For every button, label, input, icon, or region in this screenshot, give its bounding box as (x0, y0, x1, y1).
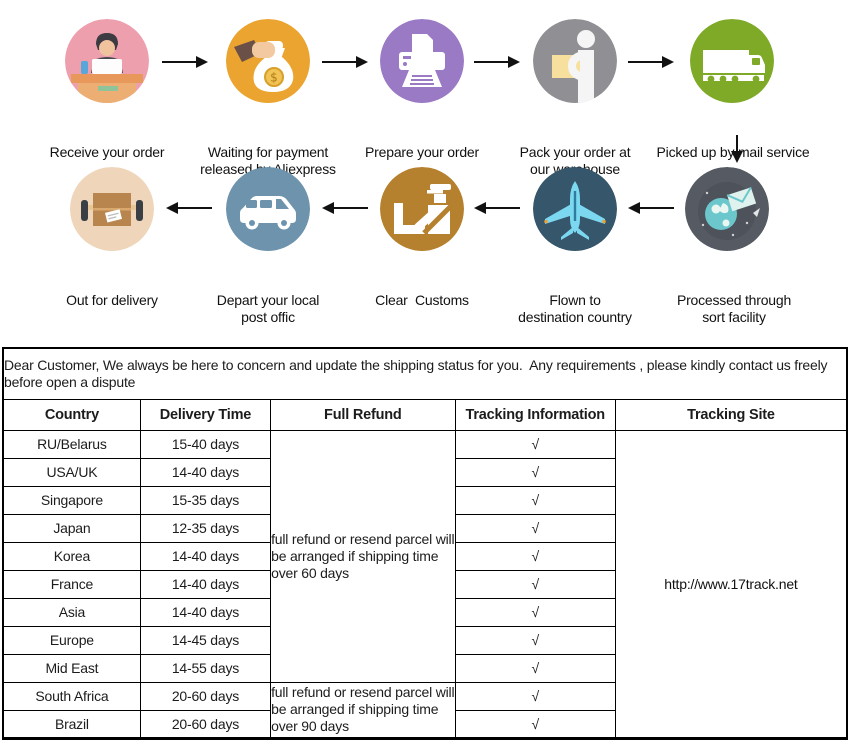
country-cell: Japan (2, 513, 141, 543)
step-label: Flown to destination country (518, 292, 632, 325)
warehouse-packer-icon (533, 19, 617, 103)
delivery-cell: 20-60 days (139, 709, 272, 739)
truck-icon (690, 19, 774, 103)
tracking-check: √ (454, 541, 616, 571)
arrow-right-icon (322, 55, 368, 69)
delivery-cell: 15-35 days (139, 485, 272, 515)
tracking-check: √ (454, 597, 616, 627)
step-sort-facility (685, 167, 769, 251)
arrow-right-icon (474, 55, 520, 69)
tracking-check: √ (454, 569, 616, 599)
customs-officer-icon (380, 167, 464, 251)
delivery-cell: 14-40 days (139, 597, 272, 627)
step-pack-order (533, 19, 617, 103)
country-cell: Korea (2, 541, 141, 571)
svg-text:$: $ (270, 71, 278, 85)
step-receive-order (65, 19, 149, 103)
country-cell: Europe (2, 625, 141, 655)
delivery-van-icon (226, 167, 310, 251)
airplane-icon (533, 167, 617, 251)
step-label: Receive your order (49, 144, 165, 160)
person-at-desk-icon (65, 19, 149, 103)
delivery-cell: 12-35 days (139, 513, 272, 543)
arrow-left-icon (322, 201, 368, 215)
delivery-cell: 14-55 days (139, 653, 272, 683)
refund-90-cell: full refund or resend parcel will be arr… (270, 681, 456, 739)
delivery-cell: 14-45 days (139, 625, 272, 655)
package-cart-icon (70, 167, 154, 251)
header-full-refund: Full Refund (270, 398, 456, 431)
money-bag-icon: $ (226, 19, 310, 103)
table-row: Japan 12-35 days √ (2, 513, 847, 543)
arrow-right-icon (628, 55, 674, 69)
step-out-for-delivery (70, 167, 154, 251)
arrow-left-icon (474, 201, 520, 215)
country-cell: South Africa (2, 681, 141, 711)
delivery-cell: 14-40 days (139, 569, 272, 599)
table-row: Asia 14-40 days √ (2, 597, 847, 627)
tracking-site-link[interactable]: http://www.17track.net (664, 575, 798, 592)
customer-notice: Dear Customer, We always be here to conc… (2, 347, 848, 400)
step-clear-customs (380, 167, 464, 251)
delivery-cell: 15-40 days (139, 429, 272, 459)
step-label: Out for delivery (66, 292, 158, 308)
country-cell: USA/UK (2, 457, 141, 487)
country-cell: RU/Belarus (2, 429, 141, 459)
header-country: Country (2, 398, 141, 431)
refund-60-cell: full refund or resend parcel will be arr… (270, 429, 456, 683)
country-cell: France (2, 569, 141, 599)
shipping-table: Dear Customer, We always be here to conc… (2, 347, 848, 740)
tracking-check: √ (454, 625, 616, 655)
tracking-site-cell: http://www.17track.net (614, 429, 848, 739)
tracking-check: √ (454, 709, 616, 739)
tracking-check: √ (454, 429, 616, 459)
header-tracking-information: Tracking Information (454, 398, 616, 431)
tracking-check: √ (454, 457, 616, 487)
arrow-left-icon (166, 201, 212, 215)
step-label: Clear Customs (375, 292, 469, 308)
table-row: RU/Belarus 15-40 days full refund or res… (2, 429, 848, 739)
step-label: Prepare your order (365, 144, 479, 160)
tracking-check: √ (454, 681, 616, 711)
delivery-cell: 20-60 days (139, 681, 272, 711)
arrow-down-icon (730, 135, 744, 163)
table-notice-row: Dear Customer, We always be here to conc… (2, 347, 848, 400)
globe-sort-icon (685, 167, 769, 251)
arrow-right-icon (162, 55, 208, 69)
step-picked-up (690, 19, 774, 103)
delivery-cell: 14-40 days (139, 541, 272, 571)
step-label: Depart your local post offic (216, 292, 320, 325)
header-delivery-time: Delivery Time (139, 398, 272, 431)
step-label: Picked up by mail service (656, 144, 810, 160)
country-cell: Asia (2, 597, 141, 627)
tracking-check: √ (454, 485, 616, 515)
country-cell: Singapore (2, 485, 141, 515)
step-depart-post-office (226, 167, 310, 251)
table-row: Mid East 14-55 days √ (2, 653, 847, 683)
tracking-check: √ (454, 653, 616, 683)
country-cell: Brazil (2, 709, 141, 739)
step-flown (533, 167, 617, 251)
delivery-cell: 14-40 days (139, 457, 272, 487)
printer-icon (380, 19, 464, 103)
step-label: Processed through sort facility (676, 292, 792, 325)
arrow-left-icon (628, 201, 674, 215)
table-row: South Africa 20-60 days full refund or r… (2, 681, 847, 739)
table-header-row: Country Delivery Time Full Refund Tracki… (2, 398, 848, 431)
header-tracking-site: Tracking Site (614, 398, 848, 431)
step-prepare-order (380, 19, 464, 103)
step-waiting-payment: $ (226, 19, 310, 103)
country-cell: Mid East (2, 653, 141, 683)
table-row: USA/UK 14-40 days √ (2, 457, 847, 487)
tracking-check: √ (454, 513, 616, 543)
